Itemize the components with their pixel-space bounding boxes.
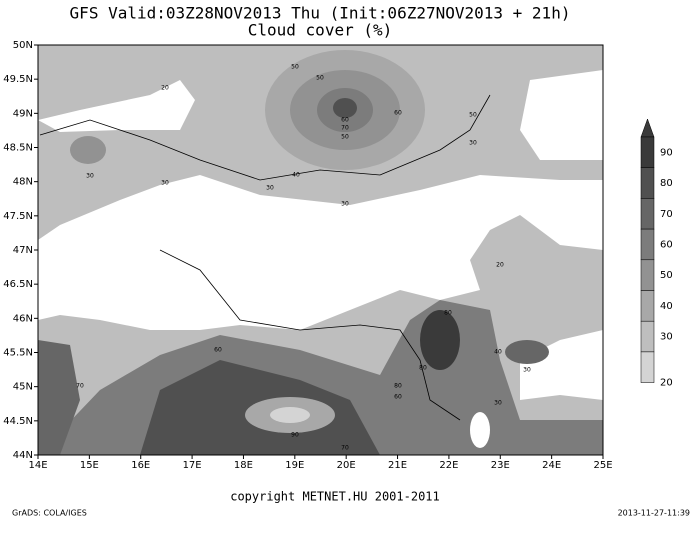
footer-left: GrADS: COLA/IGES [12,509,87,518]
border [159,249,461,421]
colorbar-label: 90 [660,147,673,158]
lat-label: 47N [13,245,33,256]
contour [420,310,460,370]
contour-label: 30 [341,201,349,208]
contour [333,98,357,118]
contour-label: 50 [341,134,349,141]
colorbar: 90 80 70 60 50 40 30 20 [640,118,673,389]
lat-label: 45N [13,382,33,393]
colorbar-label: 80 [660,178,673,189]
clear-sky [520,70,603,160]
contour-label: 30 [161,180,169,187]
lat-label: 48.5N [3,143,33,154]
contour-label: 30 [86,173,94,180]
lat-label: 44N [13,450,33,461]
lat-label: 48N [13,177,33,188]
lat-label: 46.5N [3,279,33,290]
colorbar-swatch [640,351,655,383]
lat-label: 50N [13,40,33,51]
lat-label: 45.5N [3,348,33,359]
lon-label: 20E [337,460,356,471]
colorbar-swatch [640,198,655,230]
lon-label: 17E [183,460,202,471]
footer-right: 2013-11-27-11:39 [618,509,690,518]
subtitle: Cloud cover (%) [248,21,393,40]
colorbar-swatch [640,259,655,291]
contour-label: 60 [341,117,349,124]
contour-label: 80 [419,365,427,372]
contour-label: 80 [394,383,402,390]
lon-label: 14E [28,460,47,471]
colorbar-label: 60 [660,239,673,250]
contour-label: 60 [394,110,402,117]
contour-label: 20 [496,262,504,269]
lon-label: 23E [491,460,510,471]
lat-label: 46N [13,313,33,324]
lon-label: 21E [388,460,407,471]
lat-label: 49N [13,108,33,119]
title: GFS Valid:03Z28NOV2013 Thu (Init:06Z27NO… [70,4,571,23]
colorbar-swatch [640,320,655,353]
map [37,44,604,456]
contour-label: 30 [523,367,531,374]
lon-label: 19E [285,460,304,471]
contour-label: 20 [161,85,169,92]
contour-label: 70 [341,125,349,132]
lon-label: 16E [131,460,150,471]
contour-label: 30 [494,400,502,407]
colorbar-label: 40 [660,301,673,312]
contour [38,340,80,455]
contour-label: 30 [266,185,274,192]
lat-label: 44.5N [3,416,33,427]
colorbar-label: 30 [660,332,673,343]
clear-sky [520,330,603,400]
colorbar-swatch [640,136,655,168]
colorbar-cap [640,118,655,138]
colorbar-label: 70 [660,209,673,220]
contour [270,407,310,423]
contour [70,136,106,164]
contour-label: 50 [469,112,477,119]
contour-label: 60 [214,347,222,354]
contour-label: 70 [341,445,349,452]
colorbar-label: 20 [660,378,673,389]
copyright: copyright METNET.HU 2001-2011 [230,490,440,504]
contour-label: 50 [291,64,299,71]
lon-label: 15E [80,460,99,471]
contour-label: 80 [444,310,452,317]
colorbar-swatch [640,290,655,322]
contour-label: 30 [469,140,477,147]
contour [505,340,549,364]
lat-label: 47.5N [3,211,33,222]
lon-label: 22E [439,460,458,471]
contour-label: 40 [292,172,300,179]
contour-label: 60 [394,394,402,401]
lon-label: 24E [542,460,561,471]
contour-label: 70 [76,383,84,390]
lon-label: 18E [234,460,253,471]
colorbar-label: 50 [660,270,673,281]
clear-sky [470,412,490,448]
lat-label: 49.5N [3,74,33,85]
clear-sky [38,80,195,132]
lon-label: 25E [593,460,612,471]
clear-sky [38,175,603,330]
contour-label: 50 [316,75,324,82]
colorbar-swatch [640,167,655,199]
contour-label: 90 [291,432,299,439]
border [39,94,491,181]
contour-label: 40 [494,349,502,356]
colorbar-swatch [640,228,655,261]
